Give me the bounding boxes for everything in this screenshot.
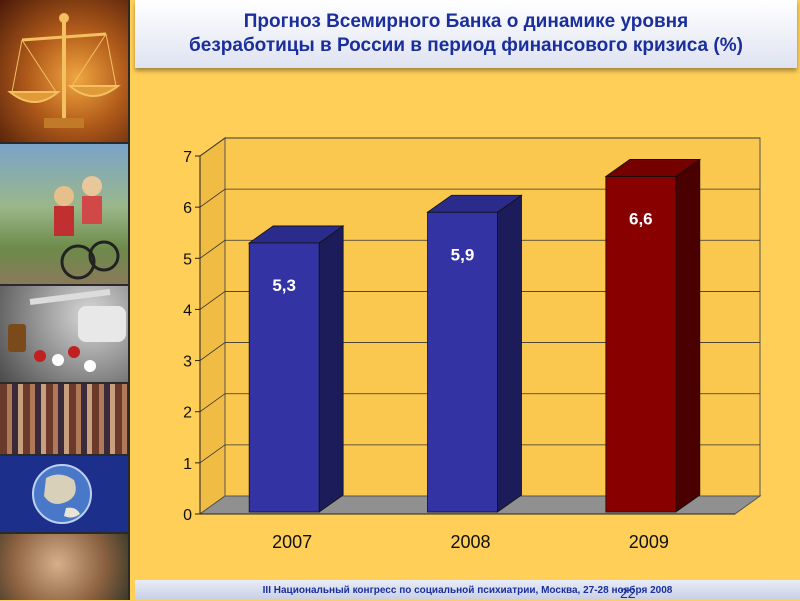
bar-side: [497, 194, 522, 513]
y-tick-label: 4: [183, 302, 192, 319]
x-tick-label: 2009: [629, 532, 669, 552]
y-tick-label: 6: [183, 200, 192, 217]
bar-side: [675, 158, 701, 513]
gridline: [199, 137, 760, 157]
gridline: [199, 393, 760, 413]
y-tick-label: 1: [183, 456, 192, 473]
earth-photo: [0, 456, 128, 532]
y-tick-label: 7: [183, 149, 192, 166]
plot-side-wall: [199, 137, 226, 515]
gridline: [199, 444, 760, 464]
y-tick-label: 5: [183, 251, 192, 268]
gridline: [199, 239, 760, 259]
y-tick-label: 2: [183, 405, 192, 422]
data-label: 5,9: [451, 245, 475, 264]
crowd-photo: [0, 384, 128, 454]
pills-icon: [8, 289, 126, 372]
children-icon: [54, 176, 120, 280]
chart-title: Прогноз Всемирного Банка о динамике уров…: [189, 11, 743, 56]
scales-of-justice-photo: [0, 0, 128, 142]
scales-icon: [7, 13, 121, 128]
gridline: [199, 342, 760, 361]
y-tick-label: 3: [183, 354, 192, 371]
x-tick-label: 2007: [272, 532, 312, 552]
x-tick-label: 2008: [450, 532, 490, 552]
globe-icon: [32, 464, 92, 524]
y-tick-label: 0: [183, 507, 192, 524]
page-number: 22: [620, 585, 636, 601]
bar: [605, 176, 677, 513]
medicine-photo: [0, 286, 128, 382]
bar: [427, 211, 498, 513]
children-photo: [0, 144, 128, 284]
data-label: 6,6: [629, 209, 653, 228]
footer-text: III Национальный конгресс по социальной …: [262, 585, 673, 596]
gridline: [199, 188, 760, 208]
gridline: [199, 291, 760, 310]
bar-side: [318, 225, 344, 513]
title-banner: Прогноз Всемирного Банка о динамике уров…: [135, 0, 797, 68]
footer-bar: III Национальный конгресс по социальной …: [135, 580, 800, 600]
bar: [248, 242, 320, 513]
sidebar-image-strip: [0, 0, 130, 600]
joined-hands-photo: [0, 534, 128, 600]
data-label: 5,3: [272, 276, 296, 295]
